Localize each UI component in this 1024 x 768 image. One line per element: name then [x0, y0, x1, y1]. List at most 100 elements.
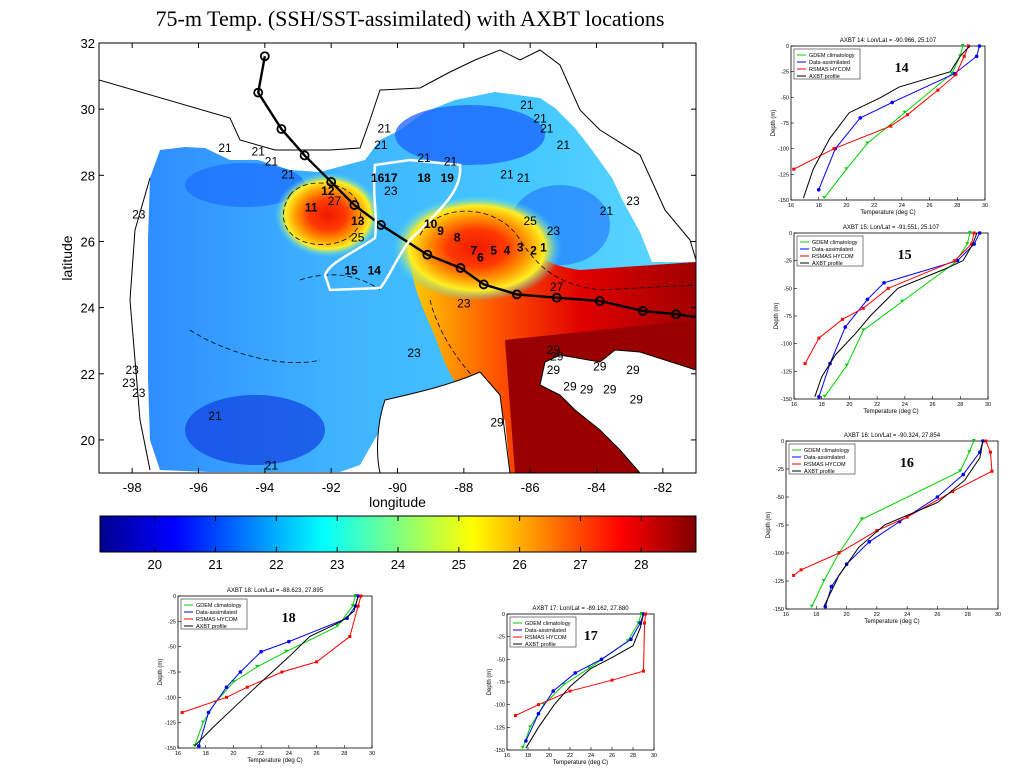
profile-x-tick-label: 28	[965, 612, 971, 618]
contour-label: 23	[384, 184, 398, 198]
colorbar-tick-label: 23	[330, 557, 344, 572]
profile-y-tick-label: -100	[781, 342, 792, 348]
yucatan-landmass	[377, 371, 511, 473]
profile-title: AXBT 18: Lon/Lat = -88.623, 27.895	[227, 588, 324, 594]
profile-y-tick-label: -25	[784, 259, 792, 265]
contour-label: 21	[540, 121, 554, 135]
profile-x-tick-label: 26	[934, 612, 940, 618]
profile-point	[875, 529, 879, 533]
profile-point	[817, 394, 821, 399]
profile-series-line	[823, 440, 984, 607]
profile-point	[977, 44, 982, 48]
axbt-location-label: 7	[470, 244, 477, 258]
profile-x-tick-label: 18	[203, 751, 209, 757]
profile-x-tick-label: 22	[258, 751, 264, 757]
contour-label: 23	[547, 224, 561, 238]
profile-x-tick-label: 16	[788, 203, 794, 209]
profile-x-tick-label: 30	[369, 751, 375, 757]
colorbar-tick-label: 20	[148, 557, 162, 572]
y-tick-label: 22	[81, 367, 95, 382]
profile-x-tick-label: 20	[230, 751, 236, 757]
profile-y-tick-label: -25	[781, 70, 789, 76]
axbt-location-label: 5	[490, 244, 497, 258]
profile-legend	[796, 235, 864, 267]
profile-point	[254, 664, 259, 668]
profile-plot-16: AXBT 16: Lon/Lat = -90.324, 27.854 16 18 20…	[766, 433, 1001, 625]
profile-x-tick-label: 18	[816, 203, 822, 209]
contour-label: 23	[132, 386, 146, 400]
contour-label: 21	[533, 111, 547, 125]
profile-y-tick-label: -50	[784, 286, 792, 292]
profile-point	[350, 604, 355, 608]
track-point	[478, 279, 489, 290]
profile-point	[951, 489, 955, 493]
contour-label: 21	[218, 141, 232, 155]
profile-point	[962, 54, 966, 58]
colorbar: 20 21 22 23 24 25 26 27 28	[99, 515, 697, 572]
profile-point	[225, 695, 228, 699]
contour-label: 21	[517, 171, 531, 185]
profile-title: AXBT 16: Lon/Lat = -90.324, 27.854	[844, 433, 941, 439]
profile-point	[890, 100, 894, 105]
profile-x-tick-label: 30	[982, 203, 988, 209]
profile-series-line	[793, 45, 969, 170]
profile-point	[644, 612, 648, 616]
profile-x-axis-label: Temperature (deg C)	[247, 758, 302, 764]
profile-plot-15: AXBT 15: Lon/Lat = -91.551, 25.107 16 18 20…	[774, 225, 991, 415]
contour-label: 29	[547, 343, 561, 357]
profile-x-tick-label: 16	[175, 751, 181, 757]
profile-y-axis-label: Depth (m)	[771, 110, 777, 137]
x-tick-label: -90	[388, 480, 407, 495]
profile-point	[803, 362, 807, 366]
profile-point	[861, 306, 865, 310]
profile-plot-17: AXBT 17: Lon/Lat = -89.162, 27.880 16 18 20…	[487, 606, 657, 766]
profile-point	[259, 649, 263, 654]
profile-point	[280, 670, 284, 674]
profile-point	[886, 286, 890, 290]
contour-label: 21	[374, 138, 388, 152]
axbt-location-label: 8	[454, 230, 461, 244]
colorbar-tick-label: 28	[634, 557, 648, 572]
profile-y-tick-label: -150	[773, 607, 784, 613]
profile-point	[971, 439, 976, 442]
profile-plot-18: AXBT 18: Lon/Lat = -88.623, 27.895 16 18 20…	[158, 588, 375, 764]
legend-entry: RSMAS HYCOM	[809, 67, 851, 73]
profile-y-tick-label: 0	[502, 612, 505, 618]
colorbar-tick-label: 24	[391, 557, 405, 572]
profile-number-label: 15	[898, 248, 912, 263]
profile-x-tick-label: 26	[314, 751, 320, 757]
profile-legend	[509, 616, 577, 648]
track-point	[349, 200, 360, 210]
profile-point	[858, 116, 863, 120]
profile-point	[955, 258, 960, 263]
contour-label: 21	[378, 121, 392, 135]
mexico-coastline	[129, 177, 151, 471]
profile-y-tick-label: -50	[168, 645, 176, 651]
contour-line	[299, 274, 381, 291]
profile-x-tick-label: 28	[957, 402, 963, 408]
legend-entry: AXBT profile	[525, 642, 556, 648]
profile-point	[867, 540, 872, 544]
profile-series-line	[525, 613, 644, 749]
profile-point	[353, 594, 358, 597]
axbt-location-label: 3	[517, 240, 524, 254]
track-point	[299, 150, 310, 161]
profile-point	[822, 394, 827, 398]
legend-entry: RSMAS HYCOM	[196, 617, 238, 623]
profile-point	[356, 604, 360, 608]
profile-y-tick-label: -150	[165, 746, 176, 752]
profile-x-tick-label: 28	[954, 203, 960, 209]
x-tick-label: -88	[454, 480, 473, 495]
profile-point	[359, 594, 363, 598]
profile-point	[905, 515, 909, 519]
axbt-location-label: 2	[530, 244, 537, 258]
profile-point	[984, 439, 988, 443]
contour-label: 23	[457, 297, 471, 311]
track-point	[594, 296, 605, 306]
profile-point	[974, 54, 979, 59]
profile-point	[954, 73, 958, 77]
profile-y-tick-label: -150	[778, 198, 789, 204]
contour-label: 25	[351, 230, 365, 244]
